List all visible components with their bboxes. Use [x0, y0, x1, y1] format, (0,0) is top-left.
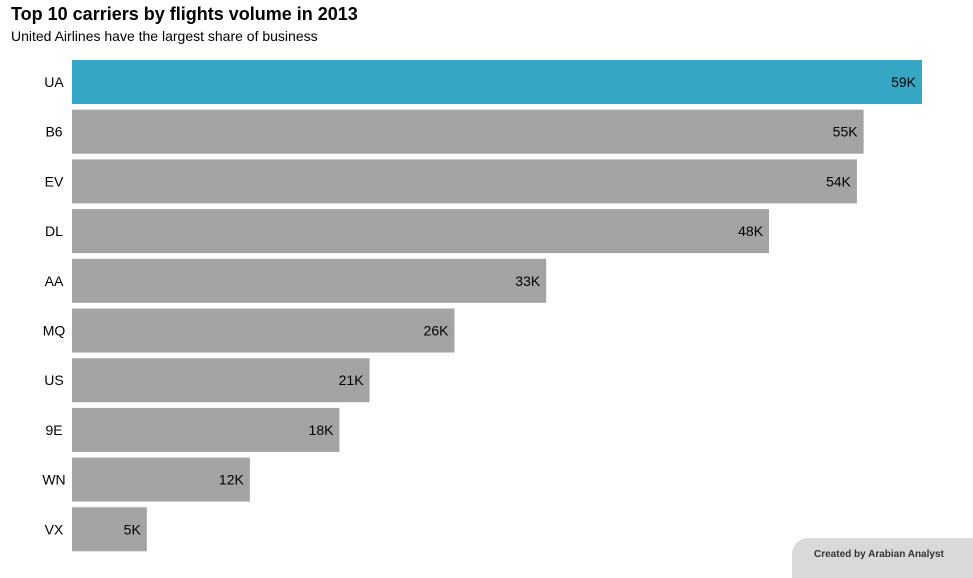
credit-text: Created by Arabian Analyst — [814, 549, 944, 560]
bar-us — [72, 358, 370, 403]
value-label-aa: 33K — [515, 273, 541, 289]
chart-title: Top 10 carriers by flights volume in 201… — [11, 4, 358, 24]
category-label-us: US — [44, 372, 63, 388]
bar-9e — [72, 407, 340, 452]
value-label-9e: 18K — [309, 422, 335, 438]
value-label-wn: 12K — [219, 472, 245, 488]
category-label-9e: 9E — [45, 422, 62, 438]
bar-ev — [72, 159, 857, 204]
bar-wn — [72, 457, 250, 502]
value-label-dl: 48K — [738, 223, 764, 239]
bar-aa — [72, 258, 547, 303]
category-label-b6: B6 — [45, 124, 62, 140]
chart-subtitle: United Airlines have the largest share o… — [11, 28, 318, 44]
value-label-ev: 54K — [826, 173, 852, 189]
bar-ua — [72, 60, 922, 104]
category-label-ev: EV — [45, 173, 64, 189]
category-label-aa: AA — [45, 273, 64, 289]
category-label-dl: DL — [45, 223, 63, 239]
value-label-mq: 26K — [424, 323, 450, 339]
value-label-vx: 5K — [124, 521, 142, 537]
value-label-ua: 59K — [891, 74, 917, 90]
bar-dl — [72, 209, 770, 254]
value-label-b6: 55K — [833, 124, 859, 140]
category-label-ua: UA — [44, 74, 64, 90]
bar-vx — [72, 507, 147, 552]
category-label-wn: WN — [42, 472, 65, 488]
bar-b6 — [72, 109, 864, 154]
category-label-vx: VX — [45, 521, 64, 537]
bar-mq — [72, 308, 455, 353]
category-label-mq: MQ — [43, 323, 66, 339]
credit-badge: Created by Arabian Analyst — [792, 538, 973, 578]
value-label-us: 21K — [339, 372, 365, 388]
